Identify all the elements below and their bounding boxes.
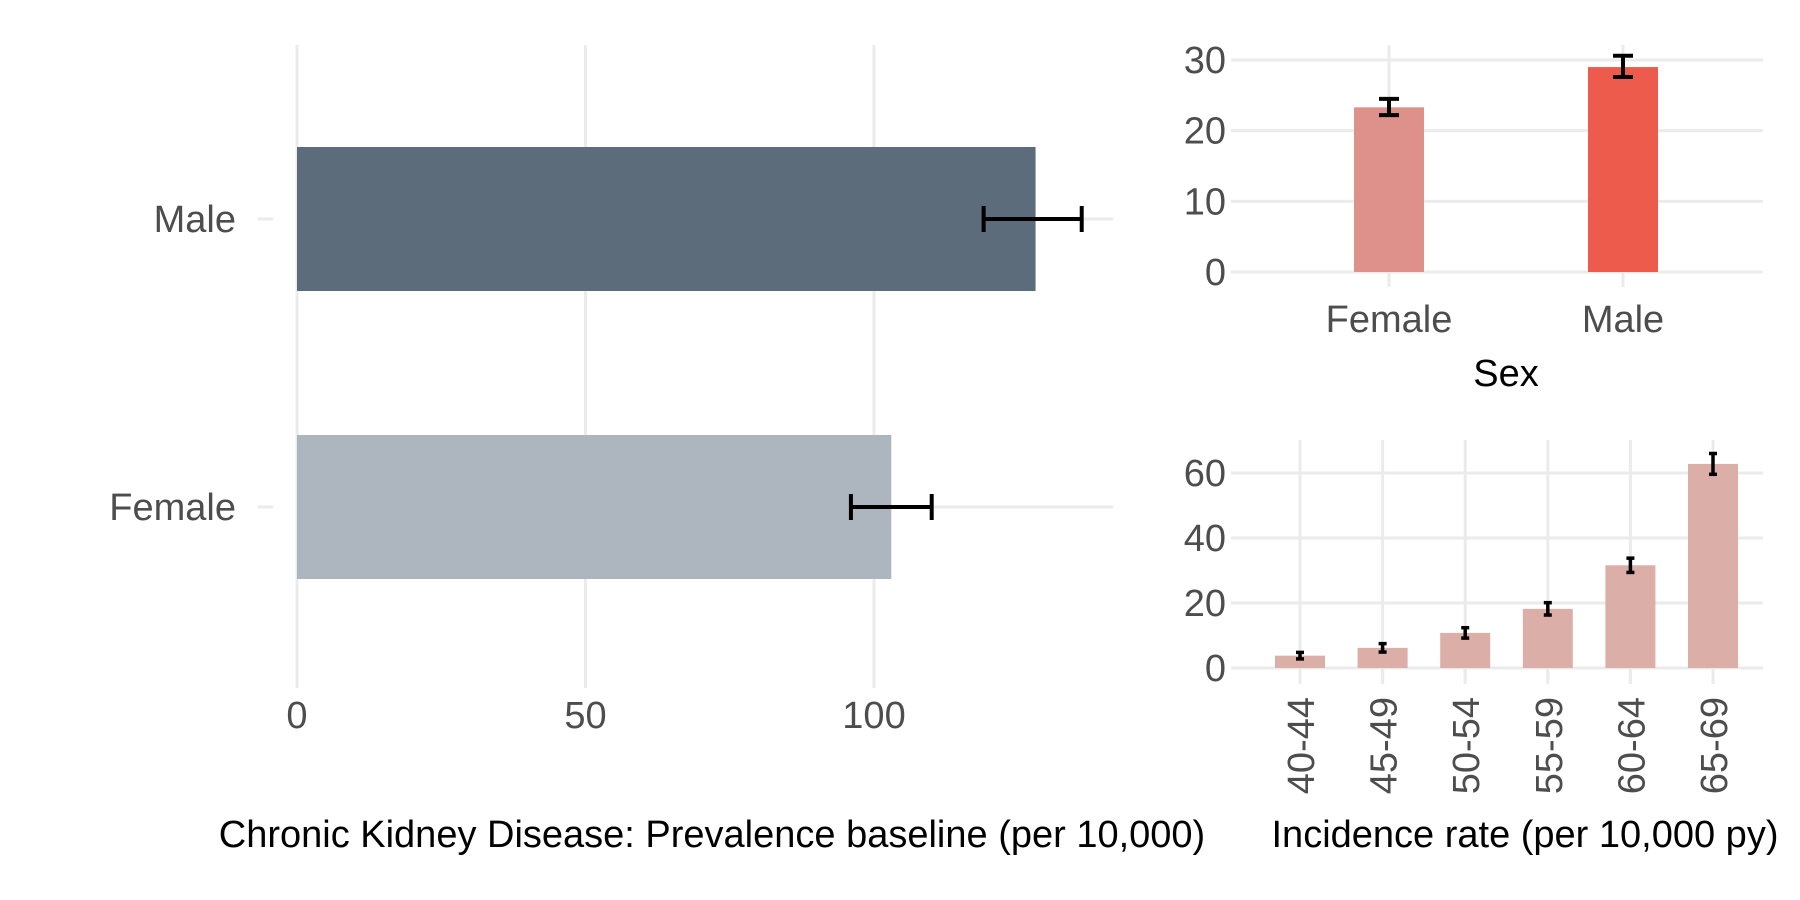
sex-x-tick-label: Male (1582, 299, 1664, 341)
sex-bar-male (1588, 67, 1658, 272)
sex-x-axis-title: Sex (1473, 353, 1538, 395)
sex-bar-female (1354, 107, 1424, 272)
prevalence-bar-male (297, 147, 1036, 291)
age-bar-40-44 (1275, 655, 1325, 668)
age-bar-55-59 (1522, 608, 1573, 668)
age-x-tick-label: 45-49 (1364, 697, 1406, 794)
prevalence-x-tick-label: 100 (842, 695, 905, 737)
age-x-tick-label: 60-64 (1611, 697, 1653, 794)
age-y-tick-label: 40 (1184, 518, 1226, 560)
prevalence-y-tick-label: Male (154, 199, 236, 241)
prevalence-panel: Female Male 0 50 100 (109, 45, 1113, 737)
prevalence-bar-female (297, 435, 892, 579)
prevalence-y-tick-label: Female (109, 487, 236, 529)
sex-y-tick-label: 20 (1184, 111, 1226, 153)
age-bar-45-49 (1357, 647, 1408, 668)
age-x-tick-label: 40-44 (1281, 697, 1323, 794)
prevalence-x-tick-label: 50 (564, 695, 606, 737)
prevalence-x-axis-title: Chronic Kidney Disease: Prevalence basel… (219, 814, 1205, 856)
age-x-tick-label: 55-59 (1529, 697, 1571, 794)
age-y-tick-label: 0 (1205, 648, 1226, 690)
sex-y-tick-label: 10 (1184, 181, 1226, 223)
age-x-tick-label: 65-69 (1694, 697, 1736, 794)
age-y-tick-label: 20 (1184, 583, 1226, 625)
prevalence-x-tick-label: 0 (286, 695, 307, 737)
age-x-tick-label: 50-54 (1446, 697, 1488, 794)
incidence-by-sex-panel: 0 10 20 30 Female Male (1184, 40, 1763, 341)
age-bar-60-64 (1605, 565, 1656, 668)
age-bar-65-69 (1688, 463, 1738, 668)
sex-y-tick-label: 30 (1184, 40, 1226, 82)
sex-y-tick-label: 0 (1205, 252, 1226, 294)
age-x-axis-title: Incidence rate (per 10,000 py) (1272, 814, 1779, 856)
incidence-by-age-panel: 0 20 40 60 40-44 45-49 50-54 55-59 60-64 65-69 (1184, 440, 1763, 794)
age-y-tick-label: 60 (1184, 453, 1226, 495)
sex-x-tick-label: Female (1326, 299, 1453, 341)
